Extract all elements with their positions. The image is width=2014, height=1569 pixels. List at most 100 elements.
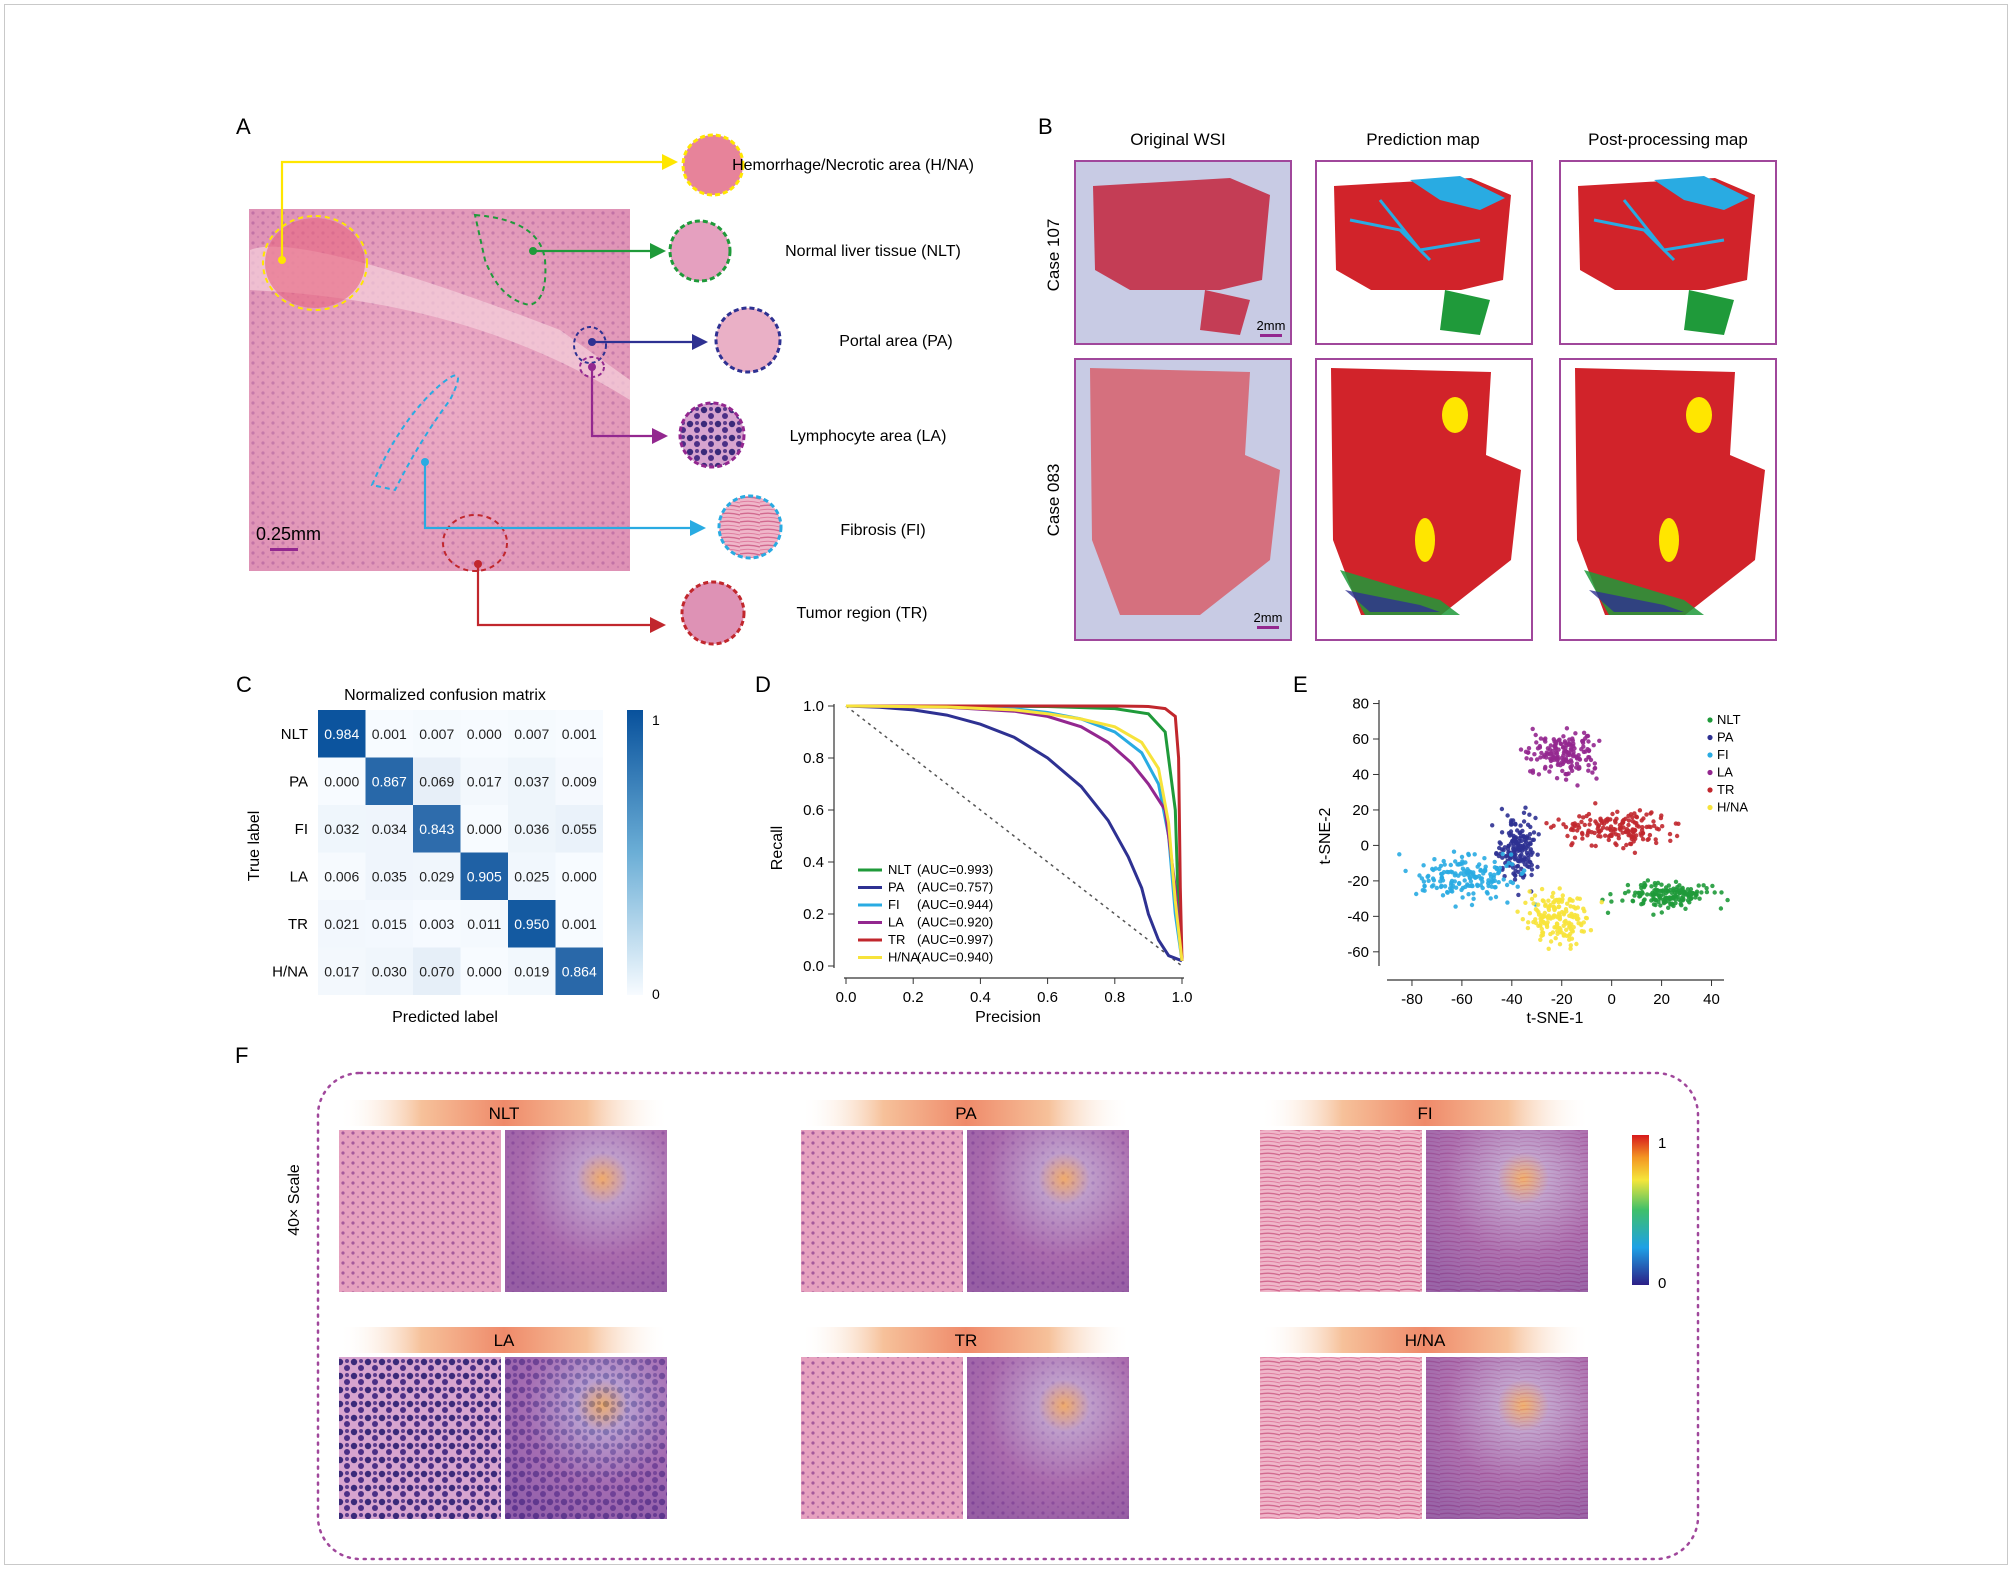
tsne-point xyxy=(1568,931,1573,937)
tsne-point xyxy=(1551,890,1556,896)
tsne-point xyxy=(1521,857,1527,862)
roi-nlt xyxy=(473,213,547,307)
tsne-point xyxy=(1581,815,1586,820)
tsne-point xyxy=(1592,765,1598,771)
tsne-point xyxy=(1634,821,1639,826)
tsne-point xyxy=(1422,883,1427,888)
tsne-point xyxy=(1551,755,1556,760)
tsne-point xyxy=(1550,930,1556,935)
tsne-point xyxy=(1531,830,1537,835)
tsne-point xyxy=(1634,814,1639,819)
tsne-point xyxy=(1515,842,1520,847)
cm-cell xyxy=(460,710,508,758)
tsne-point xyxy=(1537,745,1543,750)
tile-header-bar xyxy=(339,1327,669,1353)
tsne-point xyxy=(1457,880,1462,886)
cm-cell-value: 0.007 xyxy=(419,726,454,742)
tsne-point xyxy=(1659,882,1664,887)
tsne-point xyxy=(1606,837,1612,843)
tsne-point xyxy=(1655,880,1661,886)
tsne-point xyxy=(1648,892,1654,897)
tile-header-bar xyxy=(1260,1100,1590,1126)
tsne-point xyxy=(1422,888,1427,893)
tsne-point xyxy=(1523,900,1528,905)
tsne-point xyxy=(1561,760,1566,765)
tsne-x-tick-label: 0 xyxy=(1607,991,1615,1008)
tsne-point xyxy=(1554,776,1560,781)
tsne-point xyxy=(1536,832,1541,837)
tsne-point xyxy=(1531,901,1536,906)
tsne-point xyxy=(1697,896,1702,901)
attention-colorbar-max: 1 xyxy=(1658,1135,1666,1152)
cm-colorbar-min: 0 xyxy=(652,986,660,1002)
tsne-y-tick-label: 60 xyxy=(1352,731,1369,748)
label-tr: Tumor region (TR) xyxy=(797,605,928,622)
tsne-legend-label: LA xyxy=(1717,765,1733,780)
tsne-point xyxy=(1586,748,1592,753)
tsne-point xyxy=(1450,889,1455,894)
cm-cell xyxy=(508,947,556,995)
tsne-point xyxy=(1669,890,1675,895)
cm-cell xyxy=(555,852,603,900)
tsne-point xyxy=(1659,888,1665,894)
tsne-point xyxy=(1674,833,1680,839)
pr-legend-auc: (AUC=0.944) xyxy=(917,897,993,912)
tsne-point xyxy=(1693,892,1699,897)
cm-cell-value: 0.037 xyxy=(514,773,549,789)
tsne-point xyxy=(1560,893,1566,898)
tsne-point xyxy=(1471,874,1476,879)
tsne-y-tick-label: 40 xyxy=(1352,766,1369,783)
tsne-point xyxy=(1439,871,1445,877)
tsne-point xyxy=(1541,914,1546,919)
tsne-point xyxy=(1546,898,1551,903)
tsne-point xyxy=(1576,822,1581,828)
tsne-point xyxy=(1704,889,1710,895)
cm-cell-value: 0.000 xyxy=(467,726,502,742)
tsne-x-tick-label: 20 xyxy=(1653,991,1670,1008)
tsne-point xyxy=(1448,882,1454,887)
tsne-point xyxy=(1580,836,1585,841)
tsne-point xyxy=(1575,783,1580,788)
cm-cell xyxy=(460,947,508,995)
tsne-point xyxy=(1719,890,1724,895)
tsne-point xyxy=(1589,843,1594,848)
tsne-point xyxy=(1621,825,1626,830)
tsne-point xyxy=(1654,840,1659,846)
tsne-point xyxy=(1515,846,1521,851)
tsne-point xyxy=(1571,749,1576,755)
tsne-point xyxy=(1564,726,1570,731)
tsne-point xyxy=(1622,890,1628,896)
tsne-point xyxy=(1563,907,1569,912)
postprocessing-107-fibrosis xyxy=(1654,176,1749,210)
cm-cell xyxy=(318,710,366,758)
tsne-point xyxy=(1699,890,1704,895)
thumb-la xyxy=(678,401,746,469)
tsne-point xyxy=(1551,737,1557,742)
tsne-point xyxy=(1615,809,1620,814)
tsne-point xyxy=(1438,863,1444,869)
tsne-legend-label: FI xyxy=(1717,747,1729,762)
cm-cell-value: 0.036 xyxy=(514,821,549,837)
tsne-point xyxy=(1541,899,1546,904)
scale-label-083: 2mm xyxy=(1254,610,1283,625)
tile-header-label: LA xyxy=(494,1331,515,1350)
tsne-point xyxy=(1492,859,1497,865)
cm-cell-value: 0.001 xyxy=(562,726,597,742)
tsne-point xyxy=(1530,837,1535,843)
tsne-point xyxy=(1569,928,1575,933)
cm-cell xyxy=(365,710,413,758)
scale-label-107: 2mm xyxy=(1257,318,1286,333)
pr-y-tick-label: 1.0 xyxy=(803,698,824,715)
attention-heatmap-texture xyxy=(505,1130,667,1292)
tsne-point xyxy=(1569,759,1574,765)
cm-cell-value: 0.003 xyxy=(419,916,454,932)
cm-cell-value: 0.025 xyxy=(514,868,549,884)
tile-header-label: H/NA xyxy=(1405,1331,1446,1350)
tsne-point xyxy=(1570,898,1575,903)
tsne-point xyxy=(1563,921,1569,926)
tsne-point xyxy=(1599,900,1604,905)
cm-colorbar xyxy=(627,710,643,995)
thumb-hna xyxy=(681,133,745,197)
tsne-point xyxy=(1593,801,1598,806)
roi-hna xyxy=(262,215,368,311)
